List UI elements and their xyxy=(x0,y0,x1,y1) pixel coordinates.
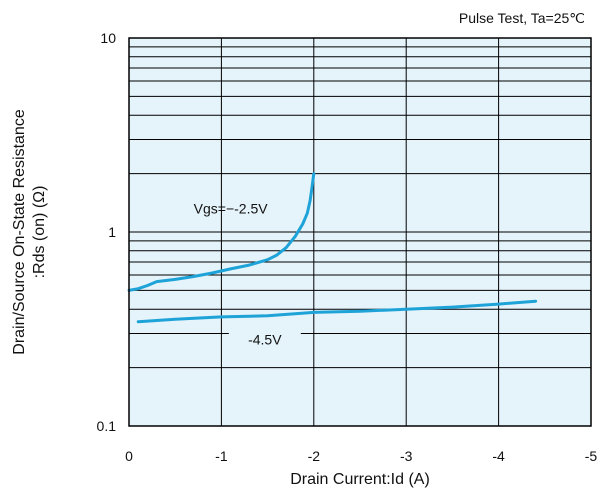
x-tick-label: -1 xyxy=(215,448,228,464)
series-label-4-5v: -4.5V xyxy=(248,331,282,347)
x-axis-title: Drain Current:Id (A) xyxy=(290,471,430,488)
tick-labels: 0 -1 -2 -3 -4 -5 0.1 1 10 xyxy=(97,30,598,464)
x-tick-label: -3 xyxy=(400,448,413,464)
x-tick-label: -4 xyxy=(492,448,505,464)
series-line-2 xyxy=(136,299,538,324)
series-label-bg xyxy=(228,328,301,351)
series-labels: Vgs=−-2.5V -4.5V xyxy=(194,201,301,351)
y-axis-title-line1: Drain/Source On-State Resistance xyxy=(11,109,28,355)
series-label-vgs-2-5v: Vgs=−-2.5V xyxy=(194,201,269,217)
x-tick-label: -5 xyxy=(585,448,598,464)
y-tick-label: 10 xyxy=(100,30,116,46)
y-tick-label: 1 xyxy=(108,224,116,240)
series-layer xyxy=(127,172,538,324)
y-axis-title-line2: :Rds (on) (Ω) xyxy=(31,186,48,279)
grid xyxy=(128,38,592,427)
annotation-text: Pulse Test, Ta=25℃ xyxy=(459,10,585,26)
x-tick-label: -2 xyxy=(308,448,321,464)
x-tick-label: 0 xyxy=(125,448,133,464)
plot-frame xyxy=(128,37,592,427)
y-tick-label: 0.1 xyxy=(97,418,117,434)
series-line-1 xyxy=(127,172,316,292)
